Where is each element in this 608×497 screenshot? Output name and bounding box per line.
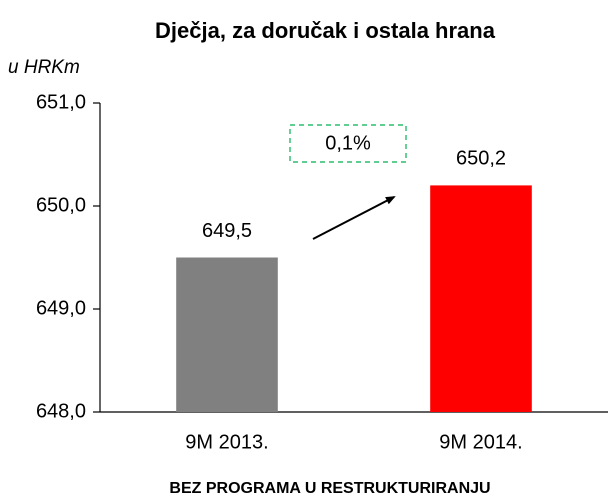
annotation-box	[289, 124, 407, 163]
data-label: 649,5	[202, 220, 252, 242]
annotation: 0,1%	[325, 132, 371, 154]
y-tick-label: 650,0	[36, 194, 86, 216]
x-axis-label: BEZ PROGRAMA U RESTRUKTURIRANJU	[169, 480, 490, 497]
y-tick-label: 649,0	[36, 297, 86, 319]
chart-title: Dječja, za doručak i ostala hrana	[155, 18, 496, 43]
trend-arrow	[312, 196, 396, 240]
y-tick-label: 651,0	[36, 91, 86, 113]
bar	[176, 257, 278, 412]
y-tick-label: 648,0	[36, 400, 86, 422]
x-tick-label: 9M 2013.	[185, 431, 268, 453]
bar	[430, 185, 532, 412]
x-tick-label: 9M 2014.	[439, 431, 522, 453]
unit-label: u HRKm	[8, 57, 80, 78]
data-label: 650,2	[456, 148, 506, 170]
